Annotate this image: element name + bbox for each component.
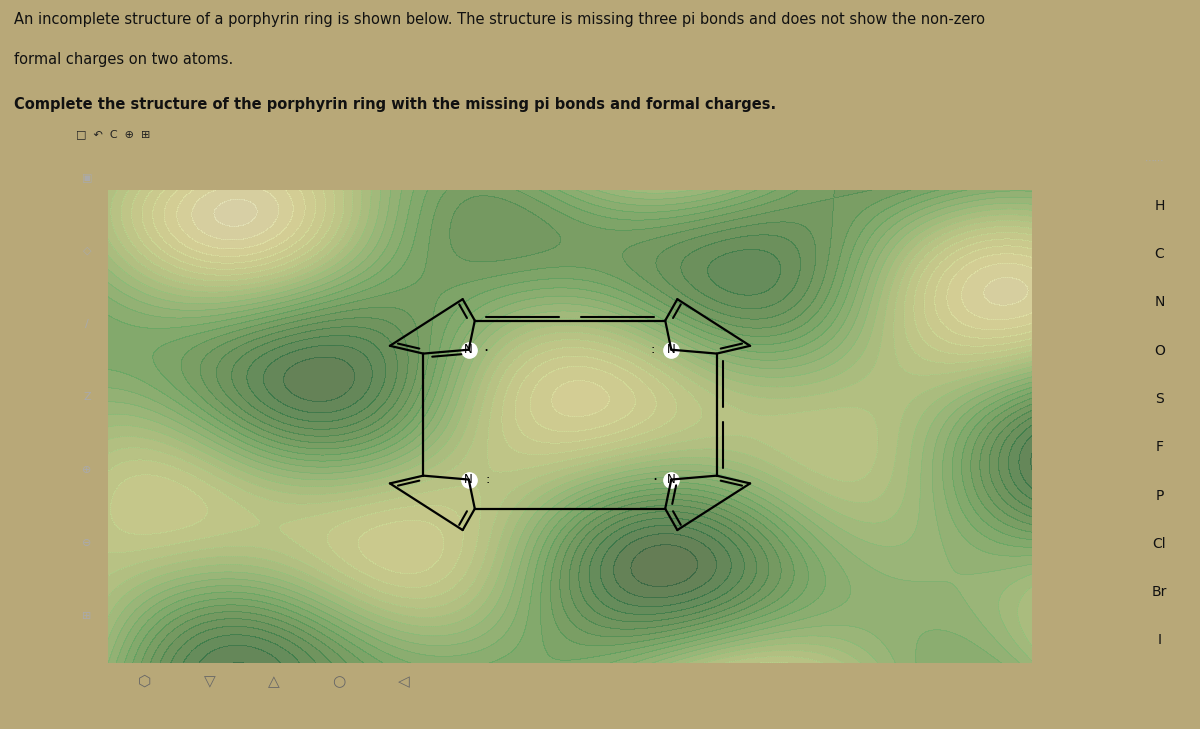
Text: Complete the structure of the porphyrin ring with the missing pi bonds and forma: Complete the structure of the porphyrin … xyxy=(14,97,776,112)
Text: ◇: ◇ xyxy=(83,246,91,256)
Text: ⬡: ⬡ xyxy=(138,674,151,689)
Text: ◁: ◁ xyxy=(398,674,409,689)
Text: An incomplete structure of a porphyrin ring is shown below. The structure is mis: An incomplete structure of a porphyrin r… xyxy=(14,12,985,28)
Text: N: N xyxy=(464,473,473,486)
Text: /: / xyxy=(85,319,89,329)
Text: □  ↶  C  ⊕  ⊞: □ ↶ C ⊕ ⊞ xyxy=(76,129,150,139)
Text: ⊖: ⊖ xyxy=(83,538,91,547)
Text: ⊞: ⊞ xyxy=(83,611,91,620)
Text: N: N xyxy=(667,473,676,486)
Text: :: : xyxy=(485,473,490,486)
Text: △: △ xyxy=(269,674,280,689)
Text: .: . xyxy=(482,339,488,354)
Text: ⊕: ⊕ xyxy=(83,464,91,475)
Text: ⋯⋯: ⋯⋯ xyxy=(1145,155,1165,165)
Text: C: C xyxy=(1154,247,1164,261)
Text: P: P xyxy=(1156,488,1164,502)
Text: O: O xyxy=(1154,343,1165,358)
Text: Cl: Cl xyxy=(1153,537,1166,551)
Text: Br: Br xyxy=(1152,585,1168,599)
Text: F: F xyxy=(1156,440,1164,454)
Text: .: . xyxy=(652,469,658,483)
Text: S: S xyxy=(1156,392,1164,406)
Text: ▣: ▣ xyxy=(82,173,92,183)
Text: Z: Z xyxy=(83,391,91,402)
Text: formal charges on two atoms.: formal charges on two atoms. xyxy=(14,52,234,67)
Text: ○: ○ xyxy=(332,674,346,689)
Text: N: N xyxy=(1154,295,1165,309)
Text: :: : xyxy=(650,343,655,356)
Text: N: N xyxy=(464,343,473,356)
Text: I: I xyxy=(1158,634,1162,647)
Text: H: H xyxy=(1154,199,1165,213)
Text: ▽: ▽ xyxy=(204,674,216,689)
Text: N: N xyxy=(667,343,676,356)
